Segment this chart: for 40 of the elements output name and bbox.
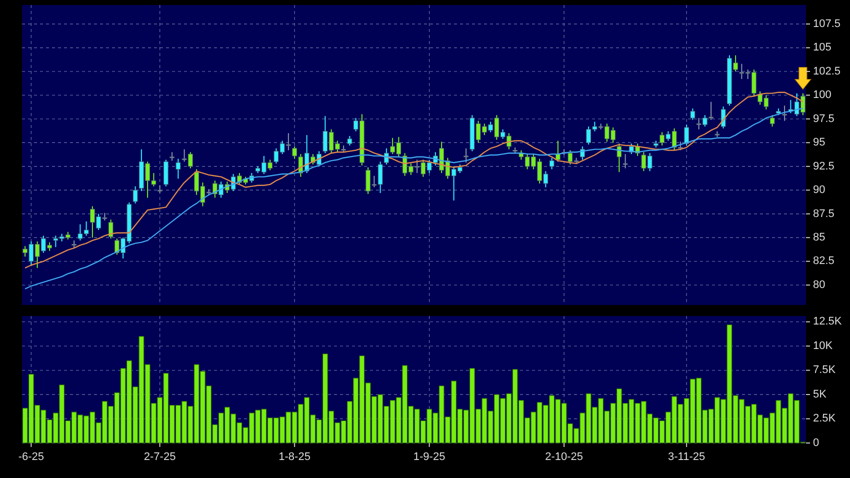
y-tick-label: 0 [813, 436, 820, 449]
candlestick [108, 219, 114, 240]
y-tick-label: 12.5K [813, 316, 842, 328]
candlestick [690, 108, 696, 120]
y-tick-label: 87.5 [813, 208, 834, 220]
y-tick-label: 90 [813, 184, 826, 196]
y-tick-label: 80 [813, 278, 826, 291]
y-tick-label: 85 [813, 232, 826, 244]
y-tick-label: 107.5 [813, 18, 841, 30]
x-tick-label: -6-25 [18, 451, 44, 463]
candlestick [684, 124, 689, 146]
candlestick [347, 136, 352, 146]
candlestick [622, 154, 628, 169]
y-tick-label: 5K [813, 388, 828, 400]
candlestick [770, 114, 775, 128]
candlestick [176, 158, 181, 180]
line-series [24, 92, 804, 269]
y-tick-label: 82.5 [813, 255, 834, 268]
candlestick [292, 146, 297, 160]
x-tick-label: 1-8-25 [278, 451, 310, 463]
x-tick-label: 3-11-25 [668, 451, 706, 463]
candlestick [464, 148, 468, 164]
y-tick-label: 97.5 [813, 112, 834, 125]
x-tick-label: 2-7-25 [144, 451, 176, 463]
y-tick-label: 10K [813, 340, 834, 352]
y-tick-label: 100 [813, 89, 832, 102]
candlestick [782, 105, 787, 122]
candlestick [164, 159, 168, 187]
y-tick-label: 92.5 [813, 160, 834, 172]
candlestick [616, 143, 622, 173]
y-tick-label: 2.5K [813, 412, 836, 425]
candlestick [720, 106, 726, 129]
x-tick-label: 1-9-25 [413, 451, 446, 463]
y-tick-label: 7.5K [813, 364, 836, 376]
y-tick-label: 102.5 [813, 65, 841, 78]
candlestick [132, 186, 138, 204]
x-tick-label: 2-10-25 [545, 451, 584, 463]
y-tick-label: 105 [813, 42, 832, 54]
y-tick-label: 95 [813, 136, 826, 149]
candlestick [549, 157, 554, 170]
